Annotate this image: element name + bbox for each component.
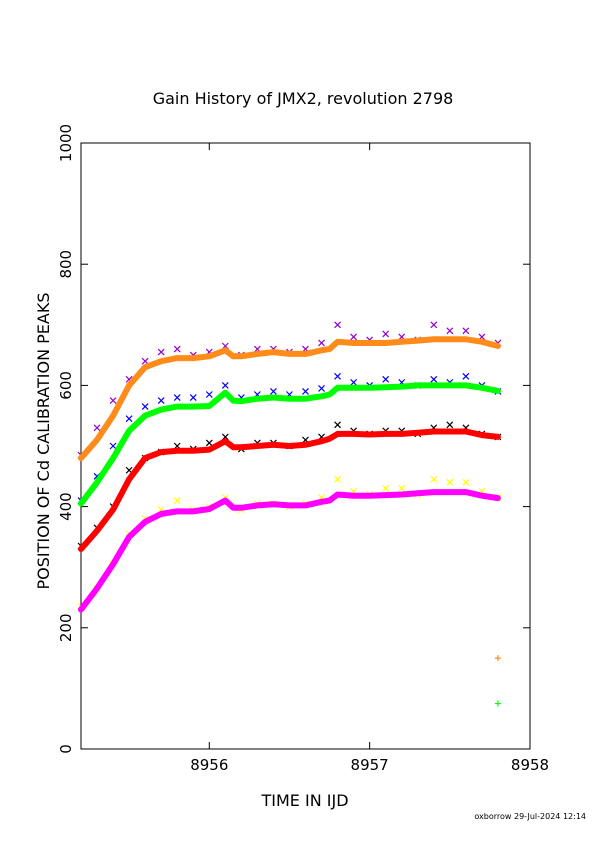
data-point [173,394,181,401]
data-point [302,388,309,395]
data-point [93,424,101,432]
x-axis-label: TIME IN IJD [260,791,348,810]
y-tick-label: 600 [57,371,75,400]
data-point [462,327,470,335]
data-point [318,385,325,392]
data-point [446,478,454,486]
data-point [462,478,470,486]
data-point [350,333,358,341]
data-point [350,378,358,386]
series-4 [78,336,501,462]
data-point [157,397,165,404]
data-point-plus [494,700,501,707]
series-line [78,428,501,552]
series-8 [494,655,501,662]
data-point [334,372,341,380]
series-line [78,489,501,613]
x-tick-label: 8957 [351,756,389,774]
data-point [318,339,325,347]
y-tick-label: 400 [57,492,75,521]
y-axis-label: POSITION OF Cd CALIBRATION PEAKS [34,293,53,590]
data-point [334,475,341,483]
chart-title: Gain History of JMX2, revolution 2798 [153,89,454,108]
footer-credit: oxborrow 29-Jul-2024 12:14 [474,812,586,821]
data-point [125,415,133,423]
series-1 [77,372,502,504]
data-point [334,421,341,429]
data-point [205,439,213,447]
y-axis: 0 200 400 600 800 1000 [57,124,530,754]
data-point [462,372,470,380]
x-axis: 8956 8957 8958 [190,143,549,774]
series-line [78,336,501,462]
data-point [398,484,406,492]
data-point [189,394,197,401]
y-tick-label: 800 [57,250,75,279]
data-point [141,403,149,411]
series-3 [77,475,502,611]
y-tick-label: 200 [57,613,75,642]
x-tick-label: 8958 [511,756,549,774]
data-point [430,375,438,383]
data-point [382,375,390,383]
x-tick-label: 8956 [190,756,228,774]
series-5 [78,382,501,507]
plot-area [77,321,502,707]
series-6 [78,428,501,552]
data-point [334,321,341,329]
data-point [173,497,181,504]
data-point [141,357,149,365]
data-point [109,397,117,404]
series-2 [77,421,502,550]
data-point [270,388,277,395]
y-tick-label: 0 [57,744,75,754]
series-7 [78,489,501,613]
data-point [430,321,438,329]
data-point [157,348,165,356]
data-point [446,327,454,335]
plot-frame [80,142,531,750]
series-line [78,382,501,507]
data-point [109,442,117,450]
data-point-plus [494,655,501,662]
data-point [382,484,390,492]
series-9 [494,700,501,707]
data-point [205,391,213,398]
y-tick-label: 1000 [57,124,75,162]
data-point [382,330,390,338]
data-point [221,381,229,389]
data-point [430,475,438,483]
data-point [446,421,454,429]
data-point [173,345,181,353]
